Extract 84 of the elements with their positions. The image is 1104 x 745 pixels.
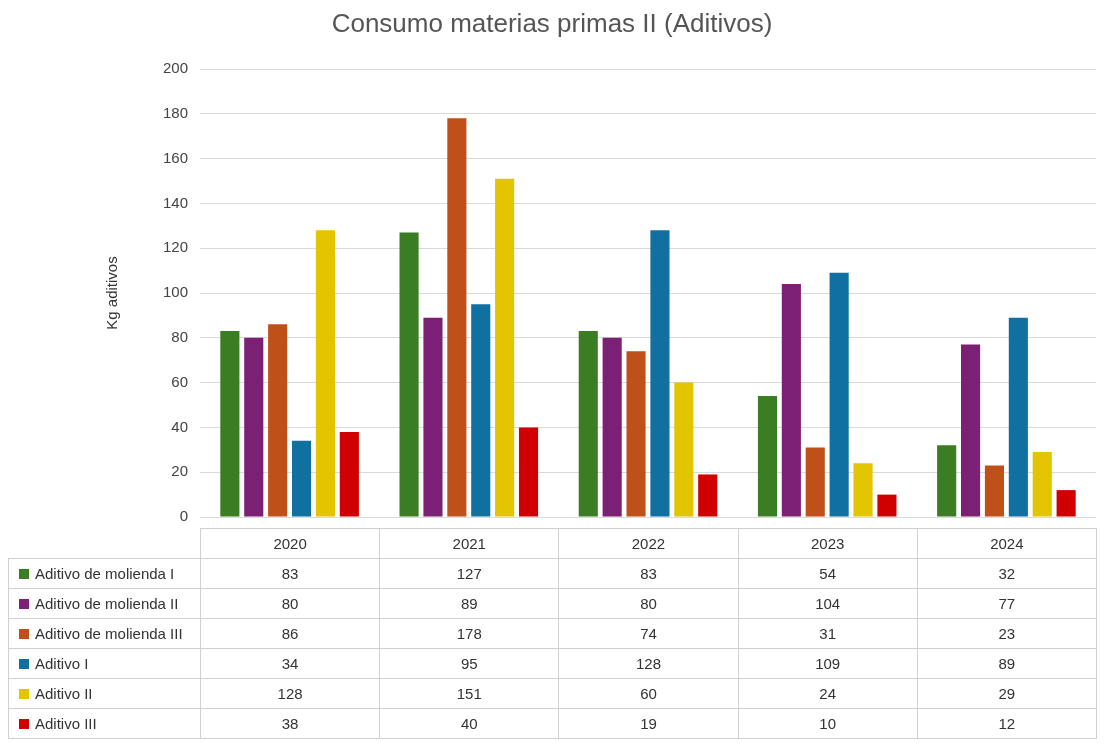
y-tick-label: 120	[162, 238, 188, 256]
x-tick-label: 2024	[917, 528, 1097, 559]
data-label: 34	[200, 648, 380, 679]
bar	[220, 331, 240, 517]
data-label: 104	[738, 588, 918, 619]
legend-label: Aditivo de molienda I	[35, 565, 175, 582]
bar	[984, 465, 1005, 517]
legend-label: Aditivo de molienda III	[35, 625, 183, 642]
data-label: 109	[738, 648, 918, 679]
bar	[423, 317, 443, 517]
legend-label: Aditivo III	[35, 715, 97, 732]
data-label: 95	[379, 648, 559, 679]
bar	[578, 331, 598, 517]
data-label: 89	[379, 588, 559, 619]
y-tick-label: 140	[162, 193, 188, 211]
legend-label: Aditivo II	[35, 685, 93, 702]
bar	[626, 351, 646, 517]
data-label: 31	[738, 618, 918, 649]
data-label: 60	[558, 678, 739, 709]
data-label: 89	[917, 648, 1097, 679]
data-label: 10	[738, 708, 918, 739]
bar	[650, 230, 670, 517]
bar	[399, 232, 419, 517]
bar	[339, 431, 359, 517]
y-tick-label: 100	[162, 283, 188, 301]
bar	[602, 337, 622, 517]
bar	[1032, 452, 1052, 517]
data-label: 80	[558, 588, 739, 619]
bar	[268, 324, 288, 517]
x-tick-label: 2020	[200, 528, 380, 559]
bar	[877, 494, 897, 517]
y-tick-label: 80	[171, 327, 188, 345]
bar	[244, 337, 264, 517]
y-tick-label: 60	[171, 372, 188, 390]
bar	[961, 344, 981, 517]
data-label: 83	[200, 558, 380, 589]
legend-label: Aditivo de molienda II	[35, 595, 179, 612]
bar	[805, 447, 825, 517]
data-label: 74	[558, 618, 739, 649]
x-tick-label: 2023	[738, 528, 918, 559]
data-label: 38	[200, 708, 380, 739]
data-label: 12	[917, 708, 1097, 739]
y-axis-title: Kg aditivos	[103, 256, 121, 330]
bar	[937, 445, 957, 517]
data-label: 23	[917, 618, 1097, 649]
bar	[829, 272, 849, 517]
data-label: 80	[200, 588, 380, 619]
y-tick-label: 180	[162, 103, 188, 121]
data-label: 32	[917, 558, 1097, 589]
y-tick-label: 0	[179, 507, 188, 525]
chart-title: Consumo materias primas II (Aditivos)	[330, 8, 774, 39]
bar	[757, 396, 778, 517]
y-tick-label: 160	[162, 148, 188, 166]
x-tick-label: 2021	[379, 528, 559, 559]
bar	[853, 463, 873, 517]
y-tick-label: 20	[171, 462, 188, 480]
y-tick-label: 40	[171, 417, 188, 435]
data-label: 40	[379, 708, 559, 739]
data-label: 77	[917, 588, 1097, 619]
legend-label: Aditivo I	[35, 655, 89, 672]
bar	[674, 382, 694, 517]
bar	[781, 284, 801, 517]
bar	[291, 440, 312, 517]
data-label: 178	[379, 618, 559, 649]
data-label: 24	[738, 678, 918, 709]
bar	[698, 474, 718, 517]
data-label: 127	[379, 558, 559, 589]
bar	[471, 304, 491, 517]
x-tick-label: 2022	[558, 528, 739, 559]
bar	[1056, 490, 1076, 517]
bar	[1008, 317, 1028, 517]
bar	[447, 118, 467, 517]
data-label: 86	[200, 618, 380, 649]
data-label: 54	[738, 558, 918, 589]
data-label: 19	[558, 708, 739, 739]
y-tick-label: 200	[162, 59, 188, 77]
data-label: 128	[558, 648, 739, 679]
data-label: 83	[558, 558, 739, 589]
bar	[495, 178, 515, 517]
bar	[518, 427, 539, 517]
data-label: 29	[917, 678, 1097, 709]
bar	[315, 230, 335, 517]
data-label: 151	[379, 678, 559, 709]
data-label: 128	[200, 678, 380, 709]
